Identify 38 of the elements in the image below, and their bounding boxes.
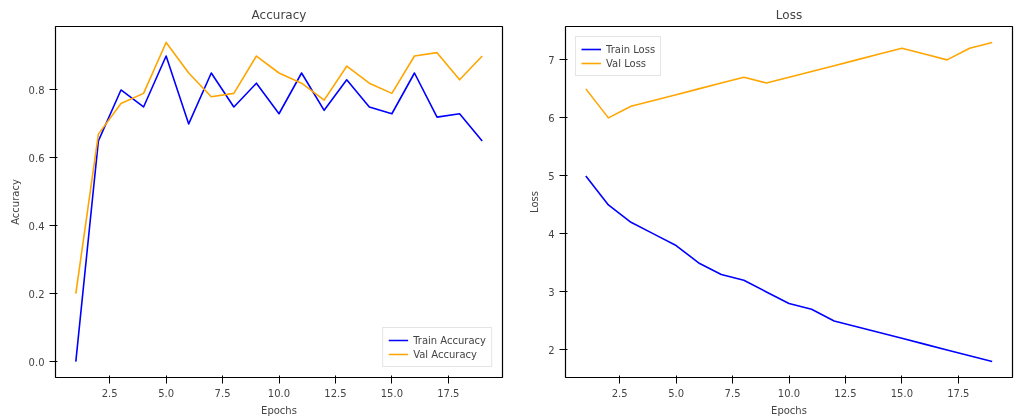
y-tick-label: 3: [548, 286, 555, 298]
line-series: [75, 41, 483, 295]
x-axis-title: Epochs: [261, 404, 297, 416]
x-tick-label: 5.0: [668, 387, 685, 399]
y-tick-label: 6: [548, 112, 555, 124]
x-tick-label: 12.5: [324, 387, 347, 399]
x-tick-label: 7.5: [724, 387, 741, 399]
x-tick-label: 17.5: [437, 387, 460, 399]
y-tick-label: 0.8: [28, 84, 45, 96]
x-tick-label: 10.0: [777, 387, 801, 399]
chart-title: Loss: [775, 7, 803, 22]
line-series: [585, 175, 993, 363]
y-tick-label: 4: [548, 228, 555, 240]
y-tick-label: 5: [548, 170, 555, 182]
y-tick-label: 2: [548, 344, 555, 356]
x-tick-label: 10.0: [267, 387, 291, 399]
x-axis-title: Epochs: [771, 404, 807, 416]
y-axis-title: Loss: [529, 191, 541, 213]
y-tick-label: 0.2: [28, 288, 45, 300]
x-tick-label: 5.0: [158, 387, 175, 399]
line-series: [585, 41, 993, 119]
x-tick-label: 15.0: [890, 387, 914, 399]
x-tick-label: 2.5: [611, 387, 628, 399]
legend-label: Val Accuracy: [413, 347, 477, 361]
y-tick-label: 0.4: [28, 220, 45, 232]
x-tick-label: 12.5: [834, 387, 857, 399]
legend-label: Val Loss: [606, 56, 647, 70]
x-tick-label: 17.5: [947, 387, 970, 399]
legend-label: Train Loss: [606, 42, 656, 56]
y-tick-label: 0.0: [28, 356, 45, 368]
y-tick-label: 7: [548, 54, 555, 66]
y-tick-label: 0.6: [28, 152, 45, 164]
chart-title: Accuracy: [251, 7, 307, 22]
x-tick-label: 15.0: [380, 387, 404, 399]
x-tick-label: 7.5: [214, 387, 231, 399]
y-axis-title: Accuracy: [9, 179, 21, 225]
legend-label: Train Accuracy: [413, 333, 486, 347]
x-tick-label: 2.5: [101, 387, 118, 399]
